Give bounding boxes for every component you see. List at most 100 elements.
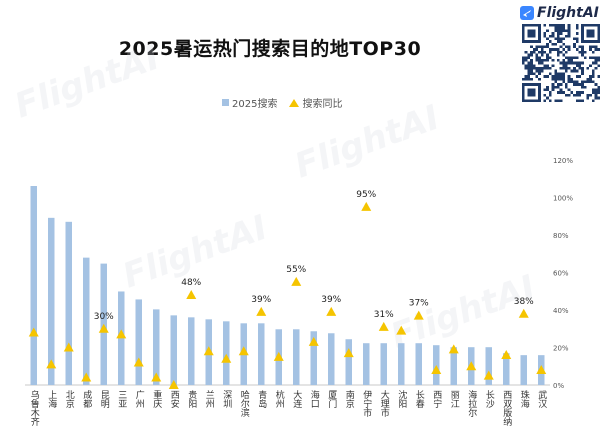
marker-triangle (536, 365, 547, 374)
category-label: 武汉 (536, 389, 547, 409)
bar (293, 329, 300, 385)
bar (65, 221, 72, 385)
bar (363, 343, 370, 385)
legend-item-markers: 搜索同比 (289, 95, 342, 110)
marker-triangle (28, 327, 39, 337)
marker-data-label: 31% (374, 310, 394, 320)
marker-triangle (413, 310, 424, 320)
marker-triangle (238, 346, 249, 356)
chart-title: 2025暑运热门搜索目的地TOP30 (118, 38, 422, 60)
category-label: 青岛 (256, 389, 267, 409)
y2-tick-label: 20% (553, 345, 569, 353)
category-label: 海拉尔 (466, 389, 477, 417)
legend-bar-swatch (222, 99, 229, 106)
category-label: 三亚 (116, 390, 127, 408)
bar (415, 343, 422, 385)
category-label: 重庆 (151, 389, 162, 409)
marker-data-label: 38% (514, 297, 534, 307)
marker-triangle (151, 372, 162, 382)
marker-triangle (343, 348, 354, 358)
category-label: 伊宁市 (361, 389, 372, 418)
category-label: 长春 (414, 389, 425, 409)
marker-triangle (361, 201, 372, 211)
category-label: 成都 (81, 389, 92, 409)
marker-triangle (98, 323, 109, 333)
y2-tick-label: 60% (553, 270, 569, 278)
category-label: 哈尔滨 (239, 389, 250, 418)
bar (153, 309, 160, 385)
marker-triangle (291, 276, 302, 286)
category-label: 兰州 (204, 389, 215, 408)
bar (380, 343, 387, 385)
brand-logo: FlightAI (520, 5, 599, 21)
marker-triangle (518, 308, 529, 318)
plane-icon (520, 6, 534, 20)
bar (398, 343, 405, 385)
y2-tick-label: 100% (553, 195, 573, 203)
qr-code-icon (522, 24, 600, 102)
marker-data-label: 55% (286, 265, 306, 275)
marker-data-label: 30% (94, 312, 114, 322)
bar (135, 299, 142, 385)
bar (48, 217, 55, 385)
marker-data-label: 48% (181, 278, 201, 288)
marker-triangle (501, 350, 512, 359)
marker-triangle (326, 306, 337, 316)
category-label: 西双版纳 (501, 390, 512, 427)
marker-triangle (273, 351, 284, 361)
category-label: 深圳 (221, 390, 232, 408)
legend-triangle-icon (289, 98, 300, 107)
bar (520, 355, 527, 385)
marker-triangle (466, 361, 477, 371)
category-label: 上海 (46, 390, 57, 409)
category-label: 大连 (291, 389, 302, 409)
bar (503, 353, 510, 385)
marker-triangle (186, 290, 197, 299)
marker-triangle (431, 365, 442, 374)
marker-triangle (483, 370, 494, 380)
bar (83, 257, 90, 385)
bar (328, 333, 335, 385)
category-label: 丽江 (449, 390, 460, 409)
bar (30, 186, 37, 385)
marker-data-label: 95% (356, 190, 376, 200)
category-label: 沈阳 (396, 389, 407, 408)
marker-triangle (378, 321, 389, 331)
marker-triangle (448, 344, 459, 354)
legend-label-markers: 搜索同比 (302, 99, 343, 110)
y2-tick-label: 0% (553, 382, 564, 390)
category-label: 厦门 (326, 390, 337, 409)
category-label: 南京 (344, 389, 355, 409)
category-label: 广州 (134, 389, 145, 408)
y2-tick-label: 40% (553, 307, 569, 315)
marker-triangle (221, 353, 232, 363)
legend-label-bars: 2025搜索 (232, 99, 278, 110)
category-label: 乌鲁木齐 (29, 389, 40, 427)
bar (310, 331, 317, 385)
marker-triangle (256, 306, 267, 316)
category-label: 昆明 (99, 390, 110, 409)
legend-item-bars: 2025搜索 (222, 95, 277, 110)
brand-name: FlightAI (537, 5, 599, 21)
bar (345, 339, 352, 385)
bar (188, 317, 195, 385)
category-label: 长沙 (484, 389, 495, 408)
marker-triangle (133, 357, 144, 367)
category-label: 西宁 (431, 390, 442, 408)
chart-legend: 2025搜索 搜索同比 (222, 95, 342, 110)
marker-triangle (396, 325, 407, 335)
bar (170, 315, 177, 385)
bar (485, 347, 492, 385)
marker-triangle (46, 359, 57, 369)
marker-triangle (203, 346, 214, 356)
category-label: 珠海 (519, 389, 530, 409)
marker-triangle (63, 342, 74, 352)
bar (223, 321, 230, 385)
marker-triangle (308, 336, 319, 346)
category-label: 大理市 (379, 389, 390, 418)
marker-triangle (81, 372, 92, 382)
y2-tick-label: 120% (553, 157, 573, 165)
y2-tick-label: 80% (553, 232, 569, 240)
